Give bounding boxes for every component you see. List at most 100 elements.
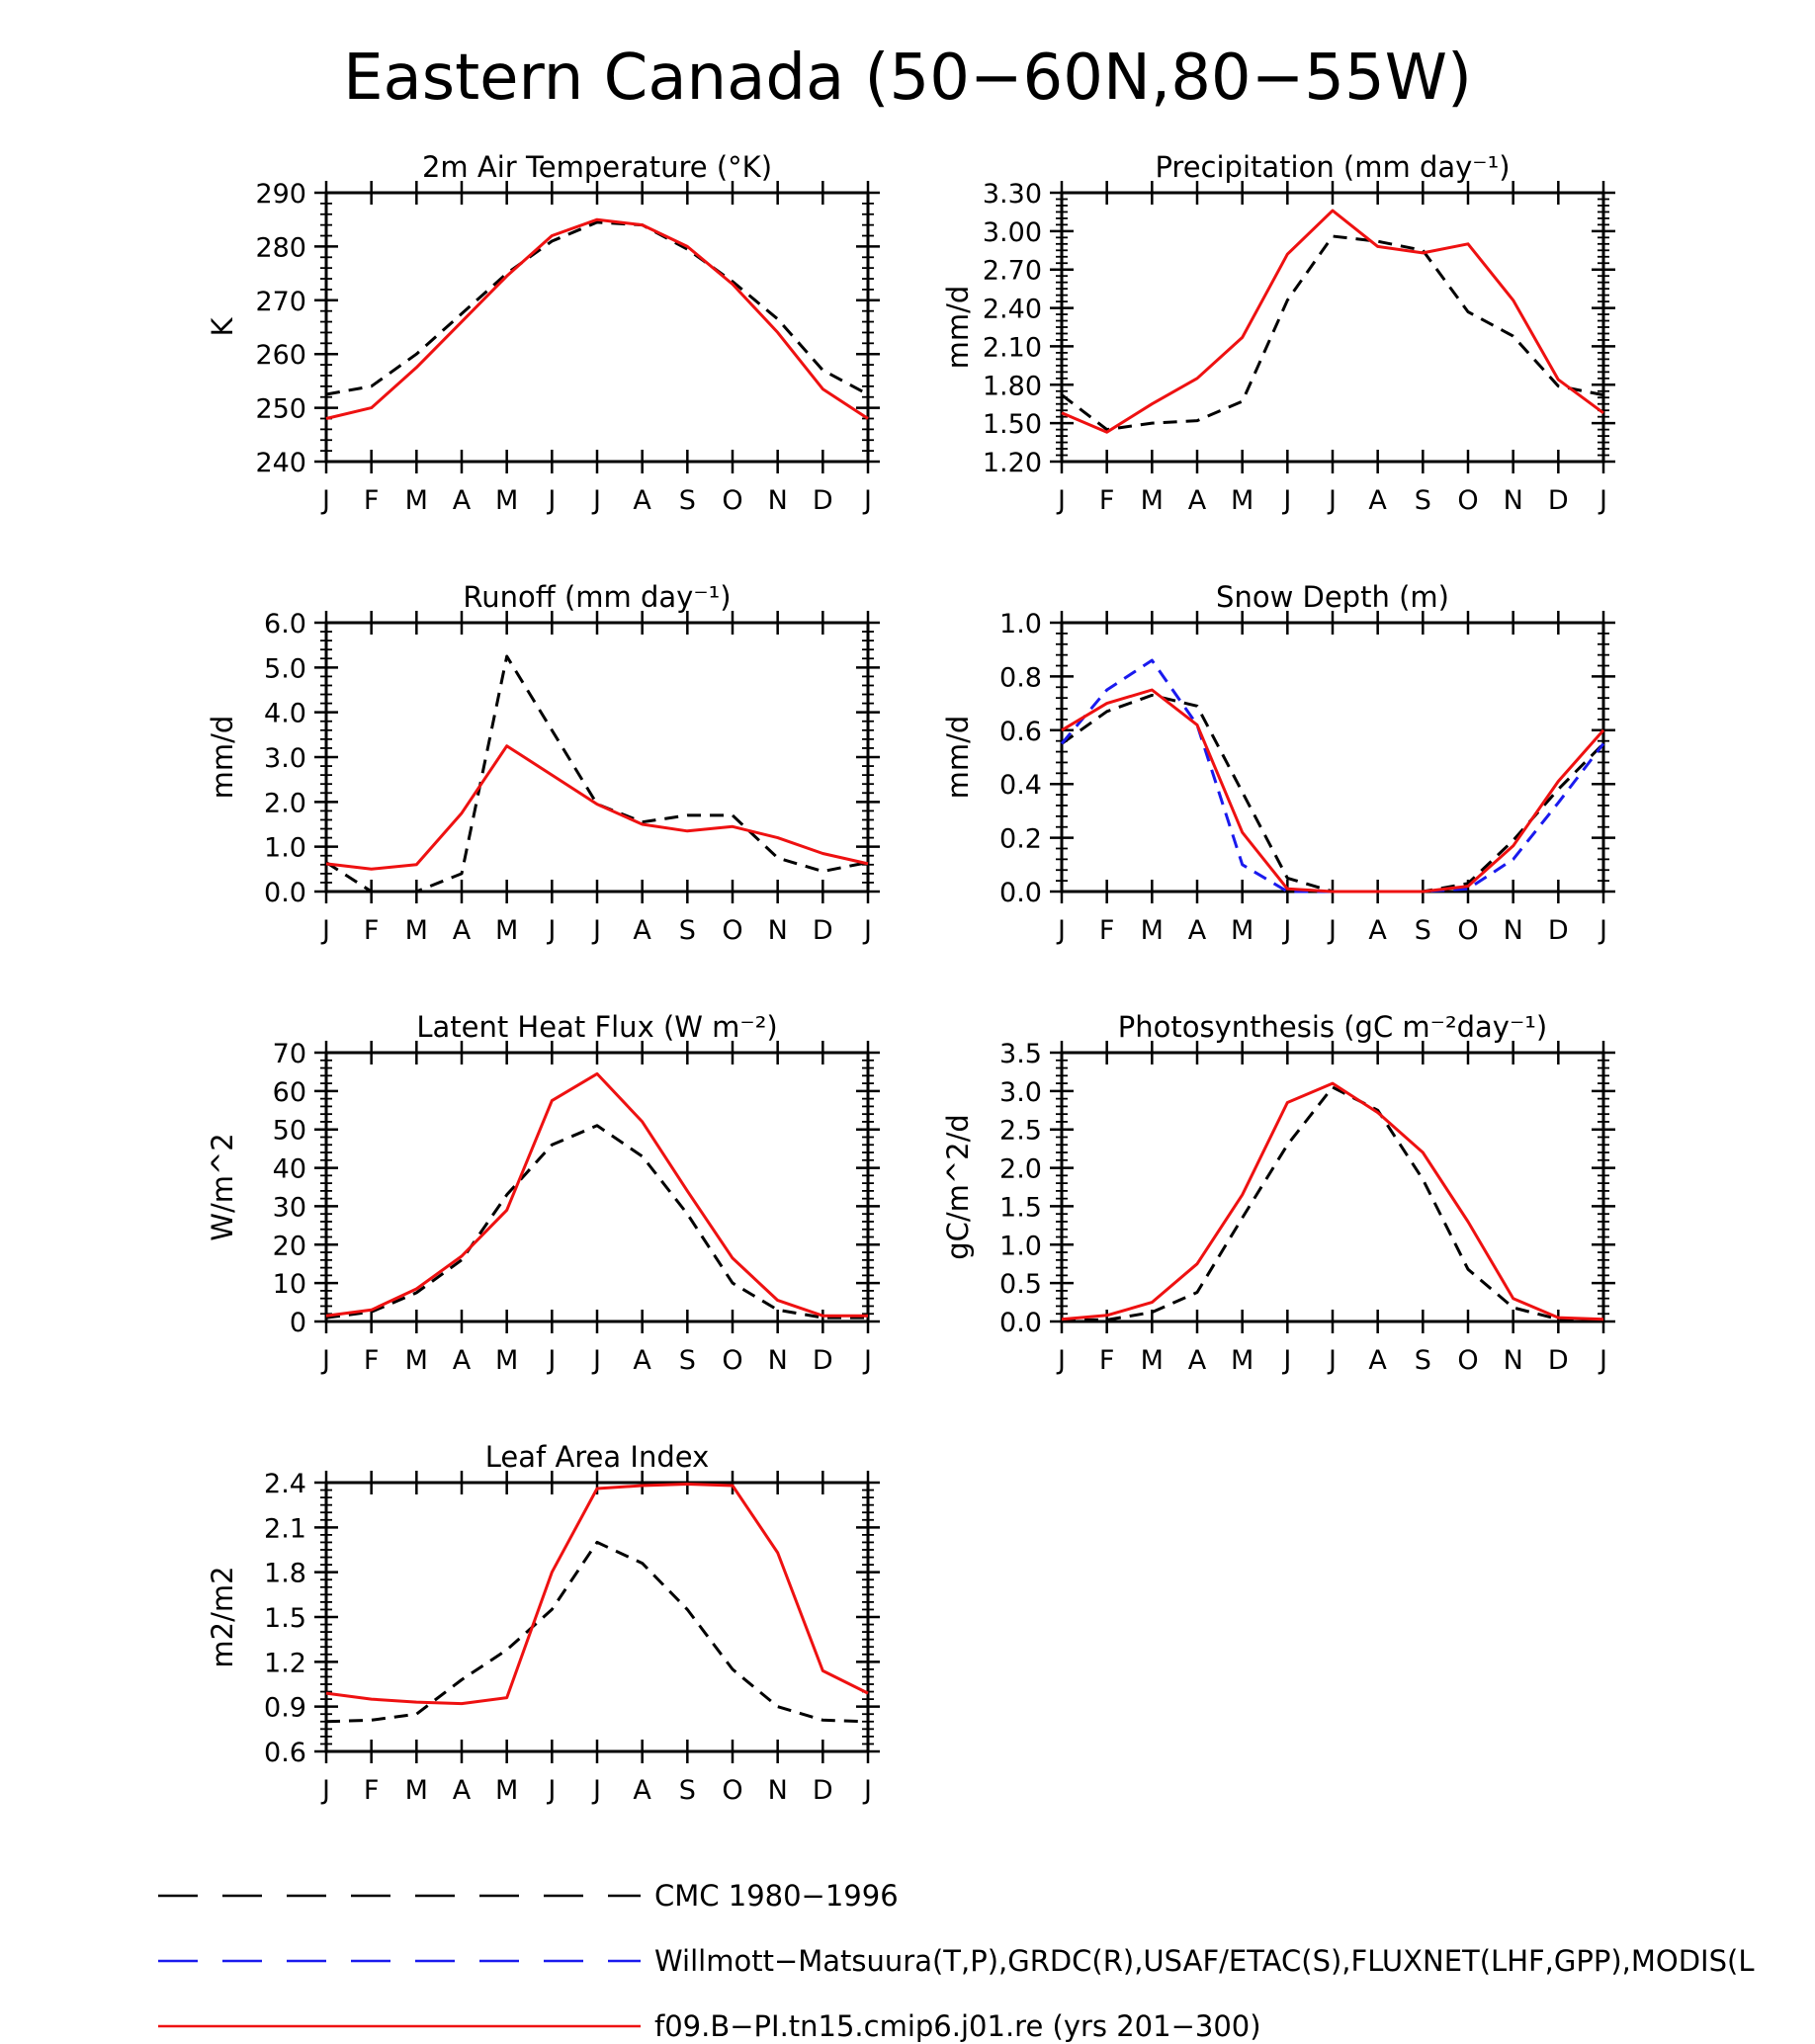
y-tick-label: 1.2: [264, 1648, 306, 1678]
x-tick-label: A: [633, 915, 651, 946]
x-tick-label: N: [768, 915, 788, 946]
figure-title: Eastern Canada (50−60N,80−55W): [343, 42, 1472, 115]
x-tick-label: A: [1188, 915, 1207, 946]
x-tick-label: A: [1188, 485, 1207, 516]
y-tick-label: 0.4: [999, 770, 1042, 801]
series-line: [1062, 1085, 1604, 1321]
x-tick-label: A: [1368, 485, 1387, 516]
y-tick-label: 50: [273, 1116, 306, 1147]
y-tick-label: 70: [273, 1039, 306, 1069]
x-tick-label: D: [813, 1345, 833, 1376]
x-tick-label: A: [453, 1345, 472, 1376]
y-tick-label: 0.0: [999, 878, 1042, 908]
y-tick-label: 3.00: [983, 217, 1042, 248]
x-tick-label: N: [1504, 915, 1523, 946]
y-tick-label: 0.6: [999, 717, 1042, 747]
y-tick-label: 1.50: [983, 409, 1042, 440]
y-tick-label: 1.0: [264, 833, 306, 864]
y-tick-label: 2.5: [999, 1116, 1042, 1147]
y-tick-label: 3.5: [999, 1039, 1042, 1069]
y-tick-label: 1.8: [264, 1559, 306, 1589]
y-tick-label: 2.70: [983, 256, 1042, 287]
x-tick-label: N: [768, 485, 788, 516]
x-tick-label: M: [495, 915, 518, 946]
series-line: [325, 220, 869, 396]
x-tick-label: J: [1056, 485, 1066, 516]
y-axis-label: m2/m2: [206, 1566, 239, 1667]
series-line: [1061, 1081, 1604, 1321]
chart-panel-2: 1.201.501.802.102.402.703.003.30J F M A M J J A…: [941, 150, 1615, 516]
y-axis-label: mm/d: [206, 716, 239, 800]
x-tick-label: S: [1415, 915, 1431, 946]
x-tick-label: D: [813, 1775, 833, 1806]
y-tick-label: 1.80: [983, 371, 1042, 401]
y-tick-label: 3.0: [999, 1077, 1042, 1108]
legend-label: f09.B−PI.tn15.cmip6.j01.re (yrs 201−300): [654, 2009, 1261, 2043]
y-tick-label: 0: [290, 1308, 306, 1338]
x-tick-label: J: [546, 1775, 556, 1806]
y-axis-label: mm/d: [941, 716, 975, 800]
x-tick-label: F: [1099, 485, 1115, 516]
x-tick-label: J: [1281, 915, 1291, 946]
x-tick-label: M: [1141, 1345, 1164, 1376]
panel-title: Latent Heat Flux (W m⁻²): [416, 1010, 777, 1044]
x-tick-label: J: [591, 1775, 601, 1806]
x-tick-label: J: [1056, 1345, 1066, 1376]
x-tick-label: A: [453, 915, 472, 946]
x-tick-label: D: [813, 915, 833, 946]
panel-title: Precipitation (mm day⁻¹): [1155, 150, 1510, 184]
y-tick-label: 1.5: [999, 1192, 1042, 1223]
y-tick-label: 2.40: [983, 295, 1042, 325]
series-line: [325, 744, 869, 871]
y-tick-label: 0.8: [999, 662, 1042, 693]
y-tick-label: 1.0: [999, 1231, 1042, 1261]
x-tick-label: F: [1099, 915, 1115, 946]
y-tick-label: 1.0: [999, 609, 1042, 639]
x-tick-label: J: [1056, 915, 1066, 946]
y-tick-label: 2.0: [999, 1154, 1042, 1185]
x-tick-label: A: [1368, 1345, 1387, 1376]
x-tick-label: S: [679, 1345, 696, 1376]
y-tick-label: 0.0: [999, 1308, 1042, 1338]
x-tick-label: N: [768, 1345, 788, 1376]
y-axis-label: mm/d: [941, 286, 975, 370]
y-tick-label: 3.0: [264, 743, 306, 774]
y-tick-label: 1.5: [264, 1603, 306, 1634]
x-tick-label: F: [1099, 1345, 1115, 1376]
x-tick-label: O: [722, 1345, 742, 1376]
y-tick-label: 6.0: [264, 609, 306, 639]
y-tick-label: 60: [273, 1077, 306, 1108]
plot-frame: [324, 621, 870, 894]
x-tick-label: J: [1281, 1345, 1291, 1376]
plot-frame: [1060, 1051, 1605, 1323]
chart-panel-3: 0.01.02.03.04.05.06.0J F M A M J J A S O N D JRunoff…: [206, 580, 880, 946]
x-tick-label: M: [405, 485, 428, 516]
x-tick-label: J: [862, 1775, 872, 1806]
panel-title: Leaf Area Index: [485, 1440, 709, 1474]
x-tick-label: M: [495, 1775, 518, 1806]
x-tick-label: F: [364, 1345, 380, 1376]
series-line: [1060, 658, 1605, 894]
x-tick-label: J: [591, 915, 601, 946]
x-tick-label: A: [633, 485, 651, 516]
x-tick-label: J: [546, 1345, 556, 1376]
x-tick-label: J: [320, 485, 330, 516]
y-tick-label: 280: [255, 232, 306, 263]
x-tick-label: F: [364, 915, 380, 946]
y-tick-label: 0.9: [264, 1693, 306, 1724]
x-tick-label: O: [722, 485, 742, 516]
x-tick-label: O: [1457, 1345, 1478, 1376]
x-tick-label: D: [1548, 1345, 1569, 1376]
x-tick-label: A: [453, 1775, 472, 1806]
series-line: [325, 1124, 868, 1320]
series-line: [325, 1071, 868, 1318]
x-tick-label: M: [1141, 485, 1164, 516]
x-tick-label: J: [1327, 485, 1337, 516]
series-line: [1061, 234, 1604, 432]
x-tick-label: A: [1368, 915, 1387, 946]
x-tick-label: F: [364, 485, 380, 516]
legend-label: Willmott−Matsuura(T,P),GRDC(R),USAF/ETAC…: [654, 1944, 1755, 1978]
